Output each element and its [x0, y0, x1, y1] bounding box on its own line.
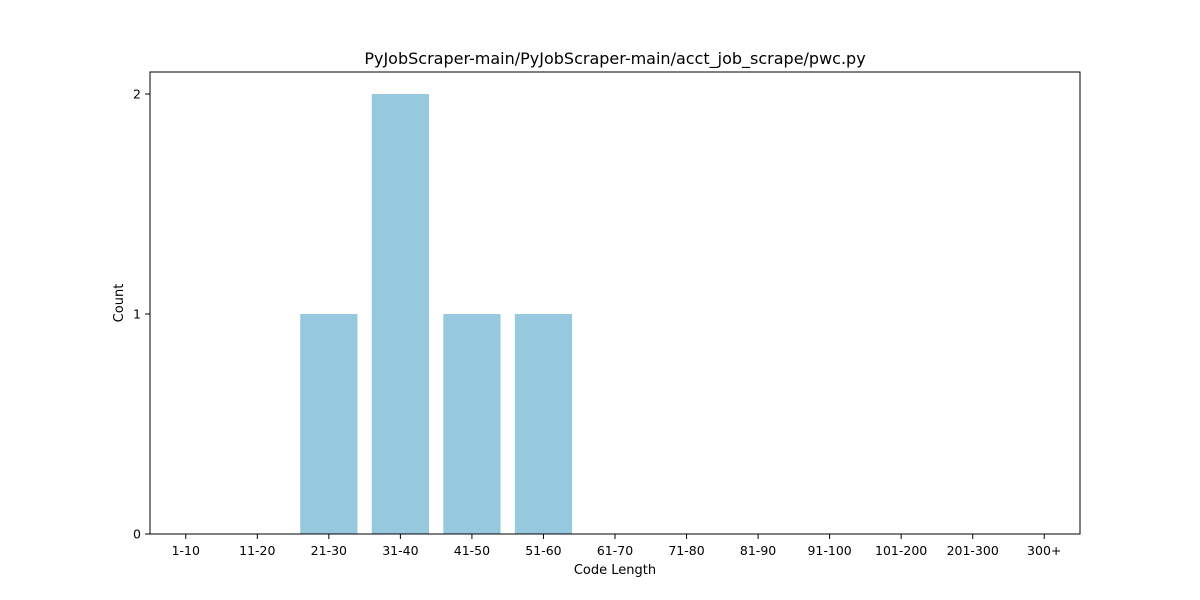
- x-tick-label: 1-10: [172, 543, 200, 558]
- x-tick-label: 21-30: [311, 543, 347, 558]
- x-tick-label: 300+: [1027, 543, 1061, 558]
- x-tick-label: 101-200: [875, 543, 927, 558]
- bars-group: [300, 94, 573, 534]
- y-tick-label: 1: [133, 307, 141, 322]
- y-axis-label: Count: [112, 284, 127, 323]
- y-tick-label: 0: [133, 527, 141, 542]
- x-tick-label: 31-40: [382, 543, 418, 558]
- y-axis-ticks: 0 1 2: [133, 87, 150, 542]
- chart-title: PyJobScraper-main/PyJobScraper-main/acct…: [364, 49, 865, 69]
- x-tick-label: 11-20: [239, 543, 275, 558]
- x-tick-label: 61-70: [597, 543, 633, 558]
- x-tick-label: 201-300: [947, 543, 999, 558]
- x-tick-label: 51-60: [525, 543, 561, 558]
- bar-41-50: [443, 314, 501, 534]
- x-tick-label: 91-100: [807, 543, 851, 558]
- bar-21-30: [300, 314, 358, 534]
- x-tick-label: 41-50: [454, 543, 490, 558]
- bar-31-40: [371, 94, 429, 534]
- bar-51-60: [514, 314, 573, 534]
- x-axis-label: Code Length: [574, 563, 656, 578]
- x-tick-label: 71-80: [668, 543, 704, 558]
- x-axis-ticks: 1-10 11-20 21-30 31-40 41-50 51-60 61-70 71-80 8…: [172, 534, 1061, 558]
- y-tick-label: 2: [133, 87, 141, 102]
- x-tick-label: 81-90: [740, 543, 776, 558]
- plot-frame: [149, 71, 1081, 535]
